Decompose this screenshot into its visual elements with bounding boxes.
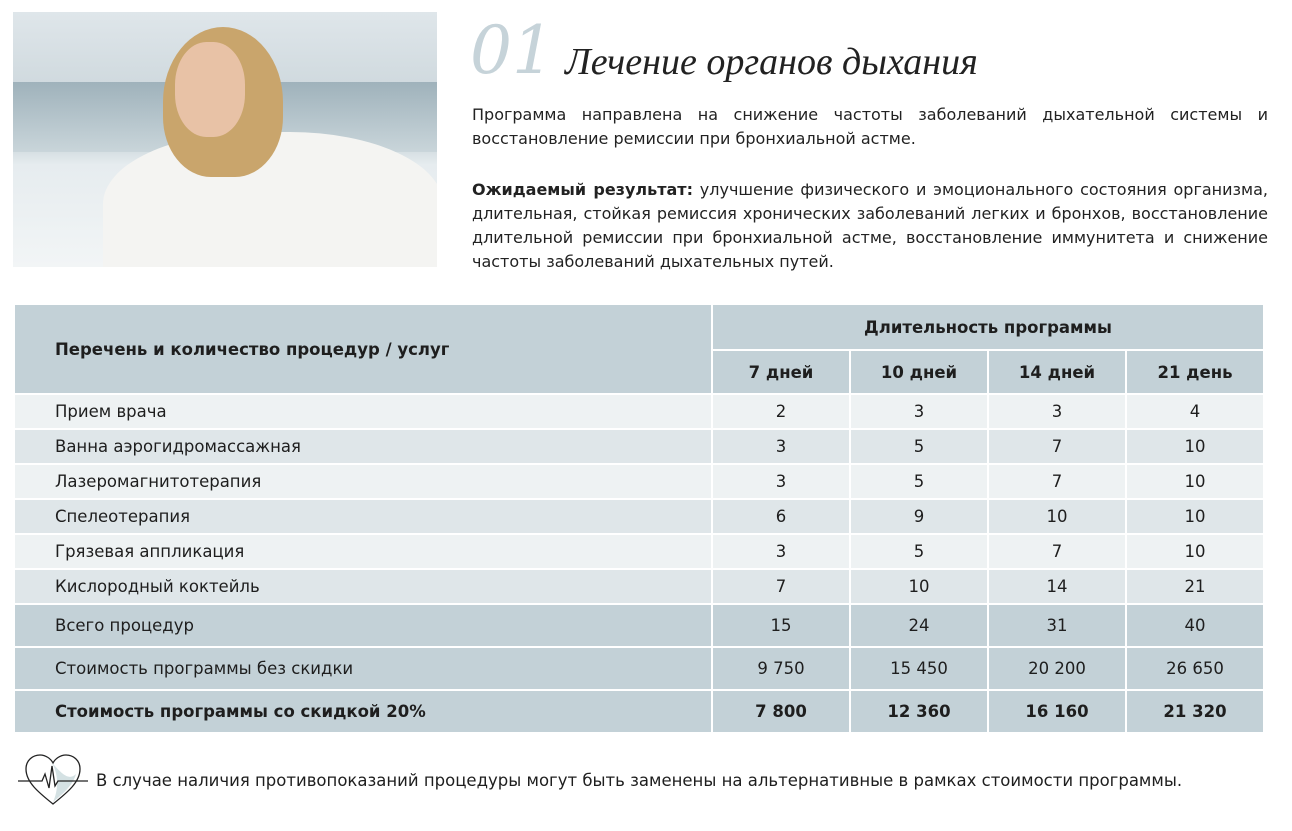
column-group-duration: Длительность программы	[713, 305, 1263, 349]
procedure-count: 7	[989, 430, 1125, 463]
total-value: 9 750	[713, 648, 849, 689]
description: Программа направлена на снижение частоты…	[472, 105, 1268, 148]
total-row: Стоимость программы со скидкой 20% 7 800 1…	[15, 691, 1263, 732]
expected-text: улучшение физического и эмоционального с…	[472, 180, 1268, 271]
total-label: Стоимость программы без скидки	[15, 648, 711, 689]
procedure-count: 5	[851, 465, 987, 498]
table-row: Лазеромагнитотерапия 3 5 7 10	[15, 465, 1263, 498]
procedure-name: Прием врача	[15, 395, 711, 428]
total-label: Стоимость программы со скидкой 20%	[15, 691, 711, 732]
table-row: Кислородный коктейль 7 10 14 21	[15, 570, 1263, 603]
total-row: Всего процедур 15 24 31 40	[15, 605, 1263, 646]
total-value: 31	[989, 605, 1125, 646]
procedure-count: 10	[1127, 430, 1263, 463]
procedure-count: 3	[989, 395, 1125, 428]
procedure-count: 21	[1127, 570, 1263, 603]
procedure-count: 3	[713, 465, 849, 498]
total-value: 24	[851, 605, 987, 646]
expected-result: Ожидаемый результат: улучшение физическо…	[472, 178, 1268, 274]
procedure-count: 10	[851, 570, 987, 603]
procedure-count: 6	[713, 500, 849, 533]
column-header-duration: 7 дней	[713, 351, 849, 393]
procedures-table: Перечень и количество процедур / услуг Д…	[13, 303, 1265, 734]
total-value: 26 650	[1127, 648, 1263, 689]
total-value: 21 320	[1127, 691, 1263, 732]
expected-label: Ожидаемый результат:	[472, 180, 693, 199]
footnote-text: В случае наличия противопоказаний процед…	[96, 770, 1183, 790]
procedure-count: 7	[989, 535, 1125, 568]
table-row: Спелеотерапия 6 9 10 10	[15, 500, 1263, 533]
procedure-name: Спелеотерапия	[15, 500, 711, 533]
total-value: 7 800	[713, 691, 849, 732]
heart-pulse-icon	[18, 754, 88, 805]
total-value: 15	[713, 605, 849, 646]
page-title: Лечение органов дыхания	[565, 41, 978, 83]
table-row: Ванна аэрогидромассажная 3 5 7 10	[15, 430, 1263, 463]
total-value: 20 200	[989, 648, 1125, 689]
total-value: 40	[1127, 605, 1263, 646]
procedure-count: 3	[713, 430, 849, 463]
table-row: Прием врача 2 3 3 4	[15, 395, 1263, 428]
total-label: Всего процедур	[15, 605, 711, 646]
procedure-count: 10	[989, 500, 1125, 533]
procedure-name: Грязевая аппликация	[15, 535, 711, 568]
procedure-count: 7	[989, 465, 1125, 498]
procedure-name: Кислородный коктейль	[15, 570, 711, 603]
hero-photo	[13, 12, 437, 267]
section-number: 01	[470, 12, 554, 89]
procedure-count: 14	[989, 570, 1125, 603]
procedure-count: 9	[851, 500, 987, 533]
column-header-duration: 21 день	[1127, 351, 1263, 393]
procedure-count: 10	[1127, 465, 1263, 498]
procedure-count: 5	[851, 535, 987, 568]
total-value: 12 360	[851, 691, 987, 732]
footnote: В случае наличия противопоказаний процед…	[18, 752, 1182, 808]
column-header-duration: 10 дней	[851, 351, 987, 393]
procedure-count: 10	[1127, 535, 1263, 568]
column-header-procedures: Перечень и количество процедур / услуг	[15, 305, 711, 393]
column-header-duration: 14 дней	[989, 351, 1125, 393]
table-row: Грязевая аппликация 3 5 7 10	[15, 535, 1263, 568]
procedure-count: 3	[851, 395, 987, 428]
procedure-count: 2	[713, 395, 849, 428]
procedure-name: Ванна аэрогидромассажная	[15, 430, 711, 463]
total-row: Стоимость программы без скидки 9 750 15 45…	[15, 648, 1263, 689]
procedure-count: 10	[1127, 500, 1263, 533]
procedure-count: 4	[1127, 395, 1263, 428]
procedure-count: 7	[713, 570, 849, 603]
procedure-count: 3	[713, 535, 849, 568]
procedure-count: 5	[851, 430, 987, 463]
procedure-name: Лазеромагнитотерапия	[15, 465, 711, 498]
total-value: 16 160	[989, 691, 1125, 732]
total-value: 15 450	[851, 648, 987, 689]
